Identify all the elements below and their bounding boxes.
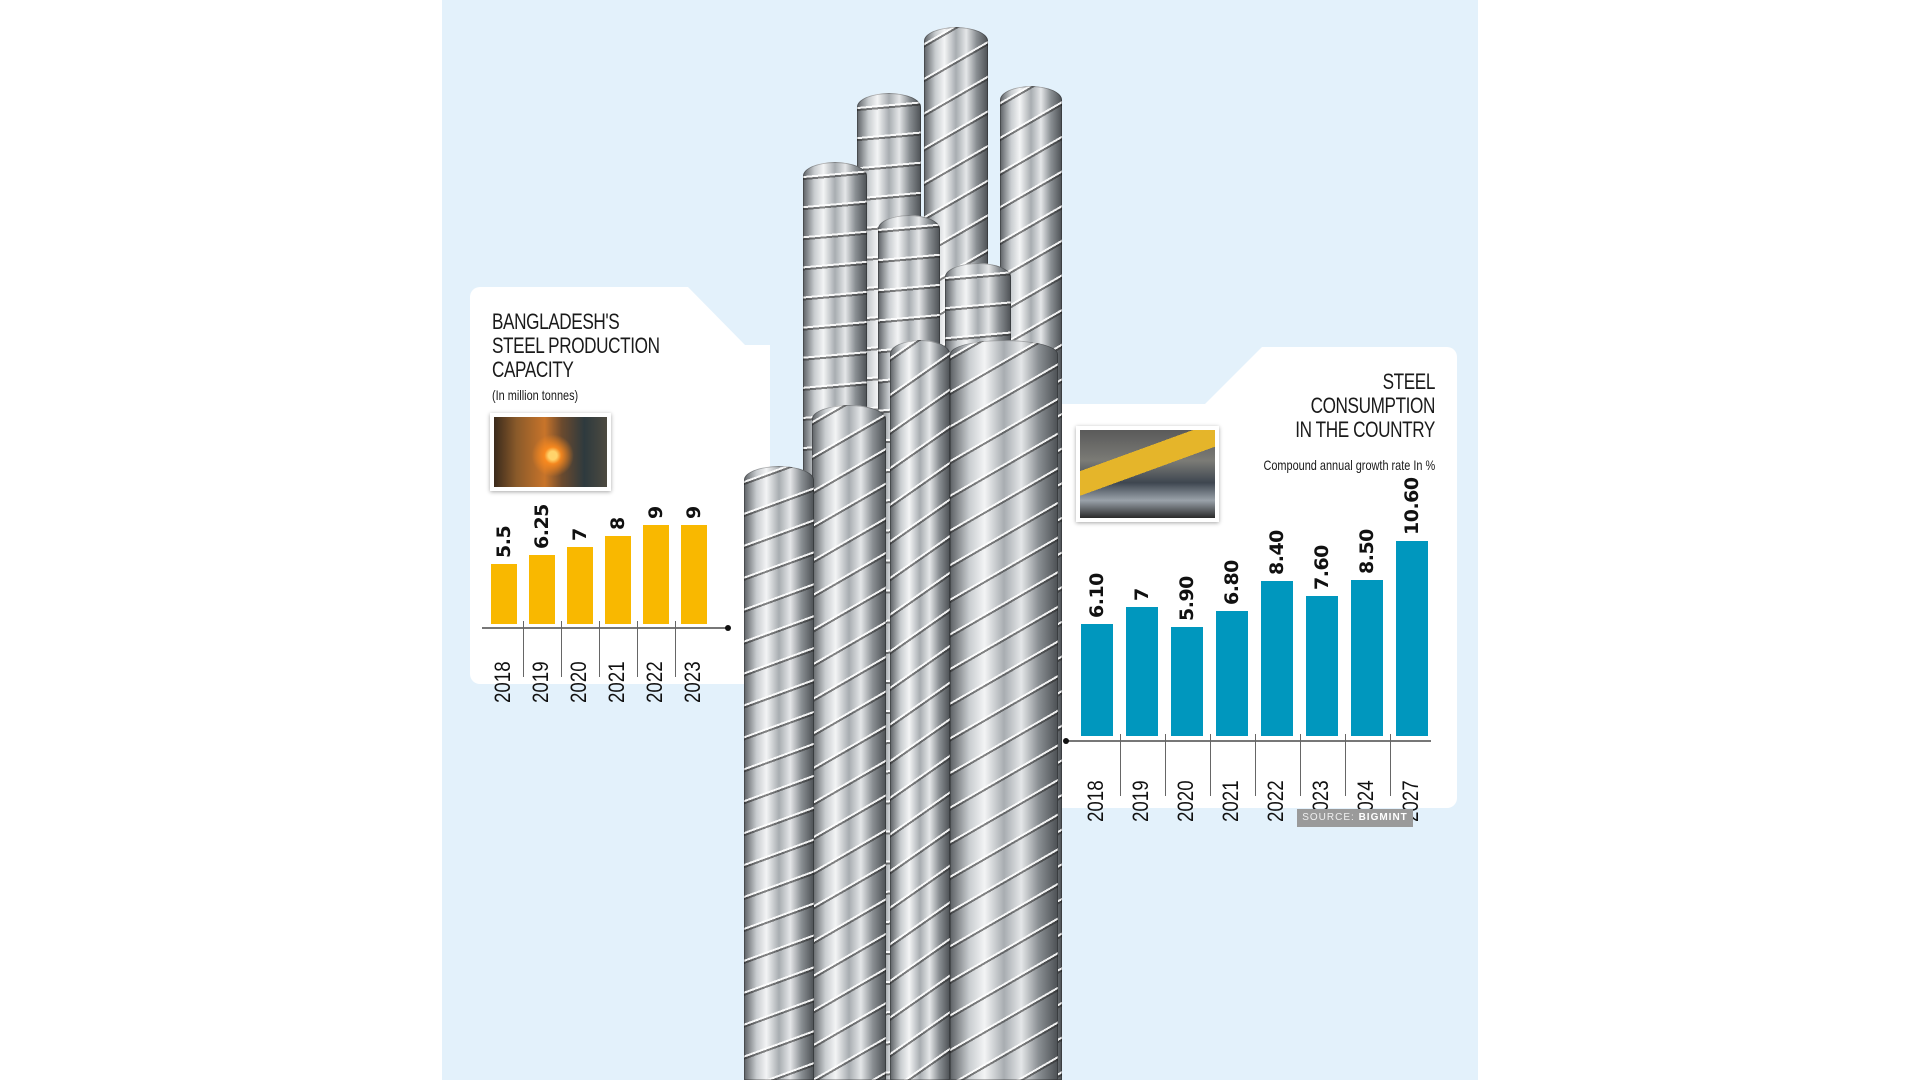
axis-end-dot: [725, 625, 731, 631]
bar-value-label: 7: [1131, 588, 1153, 602]
production-chart-subtitle: (In million tonnes): [492, 387, 579, 403]
x-tick-label: 2021: [1218, 780, 1243, 822]
category-divider: [675, 621, 676, 677]
consumption-chart-title: STEEL CONSUMPTION IN THE COUNTRY: [1295, 369, 1435, 442]
category-divider: [1119, 734, 1121, 796]
x-tick-label: 2020: [566, 661, 591, 703]
production-chart-title: BANGLADESH'S STEEL PRODUCTION CAPACITY: [492, 309, 660, 382]
bar-2021: [605, 536, 631, 624]
bar-2022: [1261, 581, 1293, 736]
bar-value-label: 7: [569, 528, 591, 541]
bar-2021: [1216, 610, 1248, 736]
bar-2027: [1396, 540, 1428, 736]
x-tick-label: 2020: [1173, 780, 1198, 822]
x-tick-label: 2022: [642, 661, 667, 703]
x-axis-line: [1068, 740, 1431, 742]
bar-value-label: 6.10: [1086, 572, 1108, 618]
bar-value-label: 8.40: [1266, 530, 1288, 576]
x-tick-label: 2018: [1083, 780, 1108, 822]
bar-2022: [643, 525, 669, 624]
category-divider: [1389, 734, 1391, 796]
x-tick-label: 2023: [680, 661, 705, 703]
bar-2019: [529, 555, 555, 624]
category-divider: [1299, 734, 1301, 796]
x-tick-label: 2022: [1263, 780, 1288, 822]
bar-value-label: 8.50: [1356, 528, 1378, 574]
bar-value-label: 6.80: [1221, 559, 1243, 605]
bar-value-label: 9: [645, 506, 667, 519]
bar-value-label: 5.5: [493, 525, 515, 558]
x-tick-label: 2021: [604, 661, 629, 703]
bar-value-label: 8: [607, 517, 629, 530]
category-divider: [523, 621, 524, 677]
steel-mill-photo: [490, 413, 611, 491]
bar-value-label: 7.60: [1311, 545, 1333, 591]
bar-2020: [567, 547, 593, 624]
source-badge: SOURCE: BIGMINT: [1297, 809, 1413, 827]
bar-2020: [1171, 627, 1203, 736]
bar-2019: [1126, 607, 1158, 736]
x-tick-label: 2019: [1128, 780, 1153, 822]
consumption-chart-subtitle: Compound annual growth rate In %: [1263, 457, 1435, 473]
x-axis-line: [482, 627, 727, 629]
bar-2023: [1306, 596, 1338, 736]
bar-value-label: 10.60: [1401, 477, 1423, 535]
bar-value-label: 5.90: [1176, 576, 1198, 622]
bar-2018: [1081, 623, 1113, 736]
category-divider: [599, 621, 600, 677]
axis-end-dot: [1063, 738, 1069, 744]
bar-value-label: 9: [683, 506, 705, 519]
source-name: BIGMINT: [1358, 812, 1408, 823]
x-tick-label: 2018: [490, 661, 515, 703]
steel-plates-photo: [1076, 426, 1219, 522]
category-divider: [1164, 734, 1166, 796]
category-divider: [637, 621, 638, 677]
bar-2023: [681, 525, 707, 624]
bar-value-label: 6.25: [531, 504, 553, 550]
x-tick-label: 2019: [528, 661, 553, 703]
category-divider: [561, 621, 562, 677]
category-divider: [1344, 734, 1346, 796]
category-divider: [1209, 734, 1211, 796]
bar-2024: [1351, 579, 1383, 736]
category-divider: [1254, 734, 1256, 796]
bar-2018: [491, 563, 517, 624]
